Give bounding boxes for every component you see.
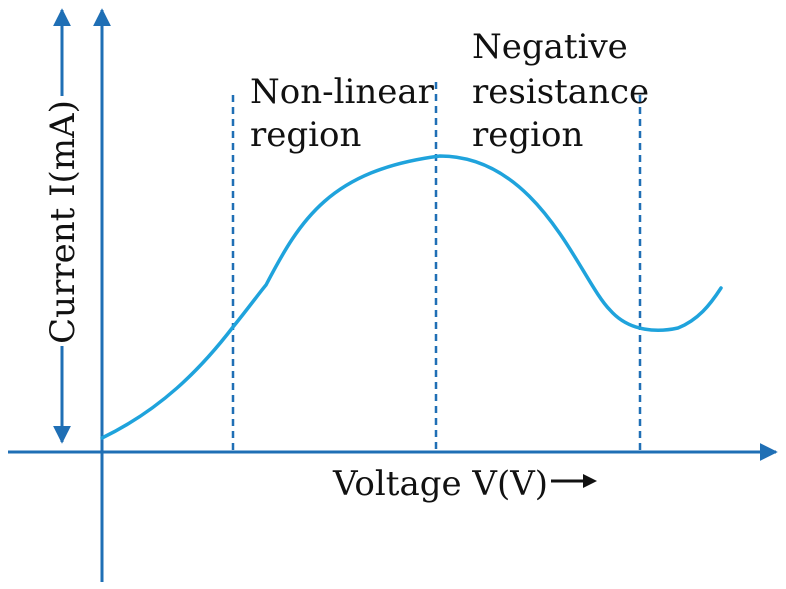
region-label-negative-line-2: resistance	[472, 72, 649, 112]
y-axis-label: Current I(mA)	[43, 100, 83, 344]
characteristic-curve	[100, 154, 723, 440]
region-label-negative-line-1: Negative	[472, 27, 628, 67]
x-axis-label: Voltage V(V)	[332, 464, 548, 504]
region-label-negative-line-3: region	[472, 115, 583, 155]
region-label-non-linear-line-2: region	[250, 115, 361, 155]
right-arrow-icon	[551, 474, 597, 488]
region-label-non-linear-line-1: Non-linear	[250, 72, 435, 112]
